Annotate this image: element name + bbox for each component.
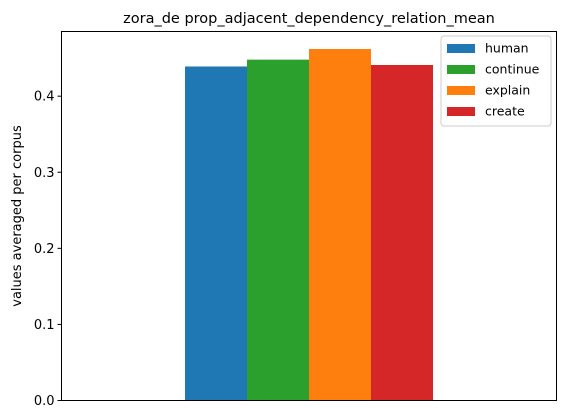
y-ticks: 0.0 0.1 0.2 0.3 0.4 [34, 90, 62, 409]
legend-swatch-create [447, 107, 475, 116]
chart-title: zora_de prop_adjacent_dependency_relatio… [123, 11, 495, 27]
legend-label-explain: explain [485, 83, 530, 98]
y-tick-label: 0.4 [34, 90, 55, 105]
legend-label-human: human [485, 41, 529, 56]
legend-swatch-human [447, 44, 475, 53]
plot-frame [61, 31, 557, 401]
bar-explain [309, 48, 371, 401]
y-tick-label: 0.1 [34, 318, 55, 333]
bars [185, 48, 433, 401]
y-tick-label: 0.0 [34, 394, 55, 409]
bar-continue [247, 59, 309, 401]
legend-swatch-continue [447, 65, 475, 74]
legend-label-continue: continue [485, 62, 540, 77]
y-tick-label: 0.2 [34, 242, 55, 257]
y-axis-label: values averaged per corpus [10, 125, 25, 307]
legend: human continue explain create [440, 35, 552, 127]
bar-human [185, 66, 247, 401]
y-tick-label: 0.3 [34, 166, 55, 181]
legend-box [440, 35, 552, 127]
bar-create [371, 64, 433, 401]
legend-label-create: create [485, 104, 525, 119]
legend-swatch-explain [447, 86, 475, 95]
